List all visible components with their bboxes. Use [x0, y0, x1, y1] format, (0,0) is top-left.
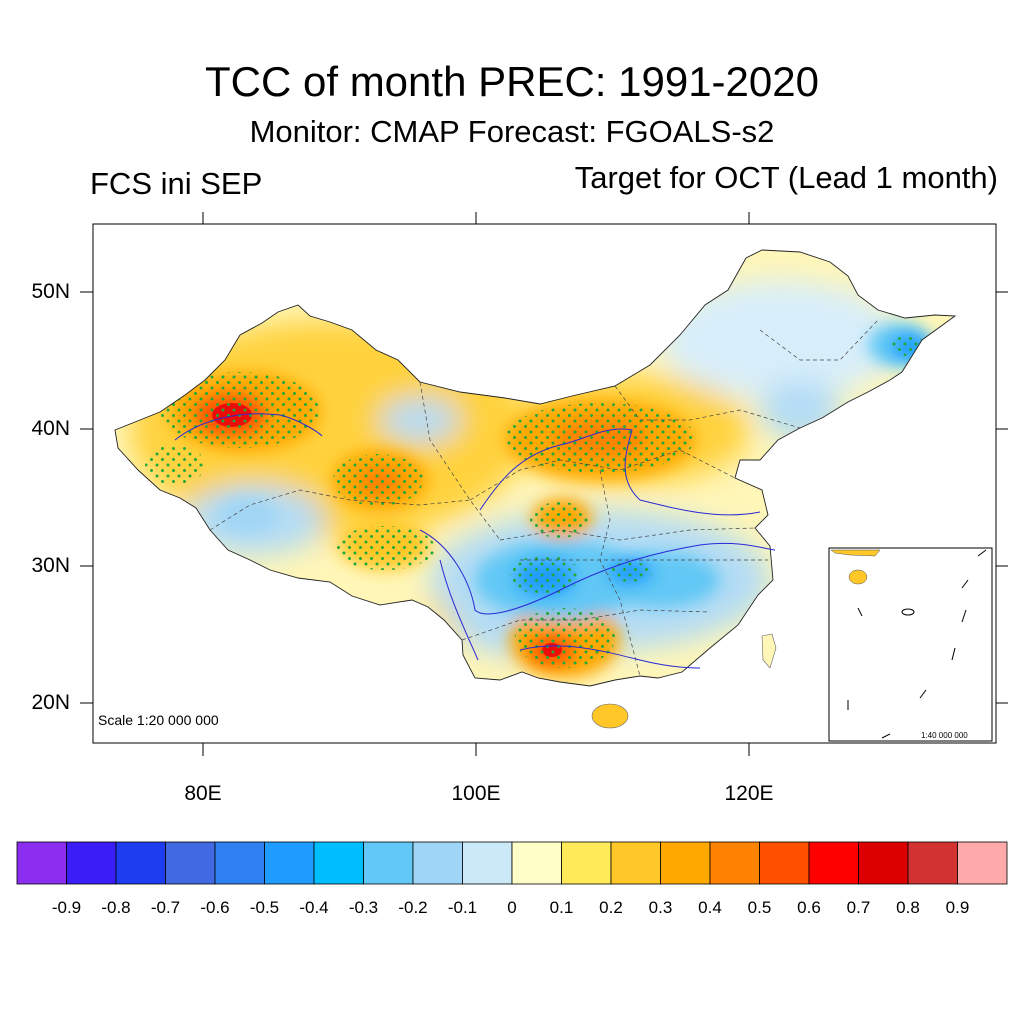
colorbar-swatch — [907, 841, 958, 885]
colorbar-tick-label: 0.2 — [599, 898, 623, 917]
colorbar-swatch — [462, 841, 513, 885]
hainan-island — [591, 703, 629, 729]
colorbar-swatch — [412, 841, 463, 885]
subtitle: Monitor: CMAP Forecast: FGOALS-s2 — [249, 114, 775, 149]
lon-label-120e: 120E — [724, 782, 774, 805]
colorbar-swatch — [165, 841, 216, 885]
colorbar-swatch — [610, 841, 661, 885]
taiwan-island — [761, 633, 777, 669]
lat-label-40n: 40N — [31, 417, 70, 440]
province-borders — [209, 319, 879, 677]
colorbar-swatch — [660, 841, 711, 885]
map-ticks — [80, 212, 1008, 756]
colorbar-tick-label: 0.4 — [698, 898, 722, 917]
lat-label-30n: 30N — [31, 554, 70, 577]
colorbar-tick-label: -0.1 — [447, 898, 478, 917]
colorbar-tick-label: -0.6 — [200, 898, 230, 917]
colorbar-swatch — [363, 841, 414, 885]
colorbar — [16, 841, 1008, 885]
colorbar-swatch — [511, 841, 562, 885]
colorbar-tick-label: -0.7 — [150, 898, 181, 917]
colorbar-swatch — [709, 841, 760, 885]
colorbar-swatch — [66, 841, 117, 885]
inset-scale-label: 1:40 000 000 — [921, 731, 968, 740]
colorbar-tick-label: 0.6 — [797, 898, 821, 917]
lat-label-20n: 20N — [31, 691, 70, 714]
colorbar-tick-label: 0.3 — [648, 898, 673, 917]
scale-label: Scale 1:20 000 000 — [98, 712, 219, 728]
colorbar-tick-label: 0 — [507, 898, 517, 917]
colorbar-tick-label: -0.8 — [101, 898, 131, 917]
colorbar-swatch — [759, 841, 810, 885]
colorbar-swatch — [264, 841, 315, 885]
page-title: TCC of month PREC: 1991-2020 — [205, 58, 819, 105]
lat-label-50n: 50N — [31, 280, 70, 303]
colorbar-tick-label: 0.1 — [549, 898, 574, 917]
colorbar-swatch — [16, 841, 67, 885]
colorbar-swatch — [313, 841, 364, 885]
colorbar-tick-label: 0.8 — [896, 898, 920, 917]
significance-stipple — [145, 336, 926, 668]
colorbar-swatch — [115, 841, 166, 885]
target-label: Target for OCT (Lead 1 month) — [574, 160, 998, 195]
colorbar-swatch — [858, 841, 909, 885]
colorbar-swatch — [957, 841, 1008, 885]
colorbar-tick-label: -0.5 — [249, 898, 280, 917]
colorbar-tick-label: -0.2 — [398, 898, 428, 917]
colorbar-tick-label: -0.3 — [348, 898, 379, 917]
south-china-sea-inset — [828, 547, 993, 742]
colorbar-tick-label: 0.7 — [846, 898, 871, 917]
init-label: FCS ini SEP — [90, 166, 263, 201]
colorbar-swatch — [214, 841, 265, 885]
colorbar-tick-label: 0.5 — [747, 898, 772, 917]
colorbar-tick-label: 0.9 — [945, 898, 970, 917]
rivers — [174, 413, 776, 669]
lon-label-80e: 80E — [184, 782, 222, 805]
colorbar-tick-label: -0.4 — [299, 898, 329, 917]
colorbar-swatch — [808, 841, 859, 885]
lon-label-100e: 100E — [451, 782, 501, 805]
colorbar-swatch — [561, 841, 612, 885]
colorbar-tick-label: -0.9 — [51, 898, 82, 917]
